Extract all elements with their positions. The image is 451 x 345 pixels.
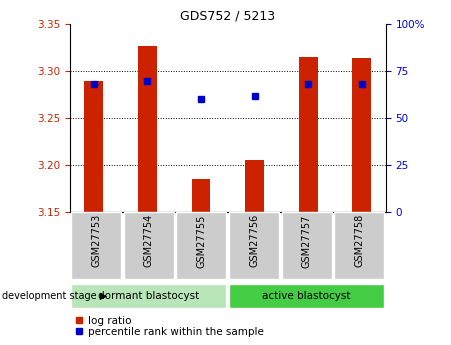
Text: GSM27756: GSM27756 [249,214,259,267]
Bar [84,81,103,212]
FancyBboxPatch shape [71,212,121,279]
Bar [138,46,156,212]
Text: GSM27757: GSM27757 [302,214,312,268]
Bar [245,160,264,212]
FancyBboxPatch shape [124,212,174,279]
FancyBboxPatch shape [71,284,226,308]
Text: dormant blastocyst: dormant blastocyst [98,291,199,301]
FancyBboxPatch shape [176,212,226,279]
Text: development stage ▶: development stage ▶ [2,291,107,301]
Text: GSM27753: GSM27753 [91,214,101,267]
Text: active blastocyst: active blastocyst [262,291,351,301]
Legend: log ratio, percentile rank within the sample: log ratio, percentile rank within the sa… [75,316,263,337]
Text: GSM27758: GSM27758 [354,214,364,267]
FancyBboxPatch shape [229,284,384,308]
Bar [353,58,371,212]
Title: GDS752 / 5213: GDS752 / 5213 [180,10,275,23]
FancyBboxPatch shape [229,212,279,279]
Text: GSM27754: GSM27754 [144,214,154,267]
Bar [192,179,210,212]
FancyBboxPatch shape [334,212,384,279]
Bar [299,57,318,212]
FancyBboxPatch shape [281,212,332,279]
Text: GSM27755: GSM27755 [197,214,207,268]
